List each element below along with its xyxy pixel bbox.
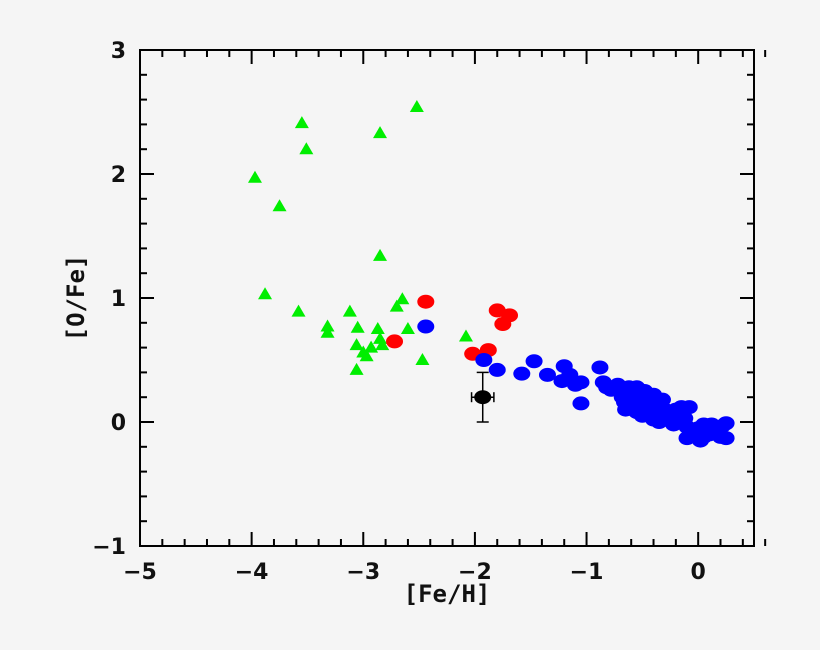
data-point-triangle <box>349 338 364 351</box>
data-point-triangle <box>320 319 335 332</box>
x-tick-label: −1 <box>570 560 604 585</box>
y-tick-label: 1 <box>111 287 126 312</box>
data-point-circle <box>474 390 492 405</box>
data-point-triangle <box>389 299 404 312</box>
data-point-circle <box>488 362 506 377</box>
y-tick-label: 2 <box>111 163 126 188</box>
data-point-circle <box>525 354 543 369</box>
tick-labels: −5 −4 −3 −2 −1 0 −1 0 1 2 3 <box>92 39 706 585</box>
data-point-triangle <box>342 304 357 317</box>
data-point-triangle <box>373 248 388 261</box>
x-axis-label: [Fe/H] <box>404 580 491 608</box>
data-point-circle <box>417 294 435 309</box>
data-point-circle <box>572 396 590 411</box>
data-point-circle <box>513 366 531 381</box>
data-point-triangle <box>247 170 262 183</box>
data-point-triangle <box>272 199 287 212</box>
data-point-circle <box>717 416 735 431</box>
x-tick-label: 0 <box>691 560 706 585</box>
data-point-triangle <box>349 362 364 375</box>
data-point-triangle <box>375 338 390 351</box>
data-point-triangle <box>409 100 424 113</box>
x-tick-label: −3 <box>346 560 380 585</box>
data-point-triangle <box>373 126 388 139</box>
data-point-circle <box>475 353 493 367</box>
data-point-circle <box>680 400 698 415</box>
data-point-circle <box>717 431 735 446</box>
y-tick-label: 0 <box>111 411 126 436</box>
data-point-circle <box>417 319 435 334</box>
y-tick-label: −1 <box>92 535 126 560</box>
data-markers <box>247 100 735 448</box>
data-point-triangle <box>320 325 335 338</box>
data-point-triangle <box>359 349 374 362</box>
data-point-triangle <box>294 116 309 129</box>
data-point-triangle <box>400 322 415 334</box>
data-point-triangle <box>415 353 430 365</box>
data-point-triangle <box>364 340 379 353</box>
data-point-triangle <box>370 322 385 334</box>
data-point-triangle <box>299 142 314 155</box>
data-point-circle <box>553 374 571 389</box>
data-point-circle <box>501 308 519 323</box>
y-axis-label: [O/Fe] <box>62 255 90 342</box>
y-tick-label: 3 <box>111 39 126 64</box>
data-point-triangle <box>350 320 365 333</box>
data-point-circle <box>591 360 609 375</box>
data-point-triangle <box>291 304 306 317</box>
data-point-circle <box>566 377 584 392</box>
data-point-triangle <box>395 292 410 305</box>
data-point-circle <box>386 334 404 349</box>
plot-frame <box>139 49 755 547</box>
data-point-circle <box>538 367 556 382</box>
data-point-triangle <box>258 287 273 300</box>
x-tick-label: −5 <box>123 560 157 585</box>
axis-ticks <box>139 49 767 547</box>
x-tick-label: −2 <box>458 560 492 585</box>
x-tick-label: −4 <box>235 560 269 585</box>
data-point-triangle <box>458 329 473 342</box>
